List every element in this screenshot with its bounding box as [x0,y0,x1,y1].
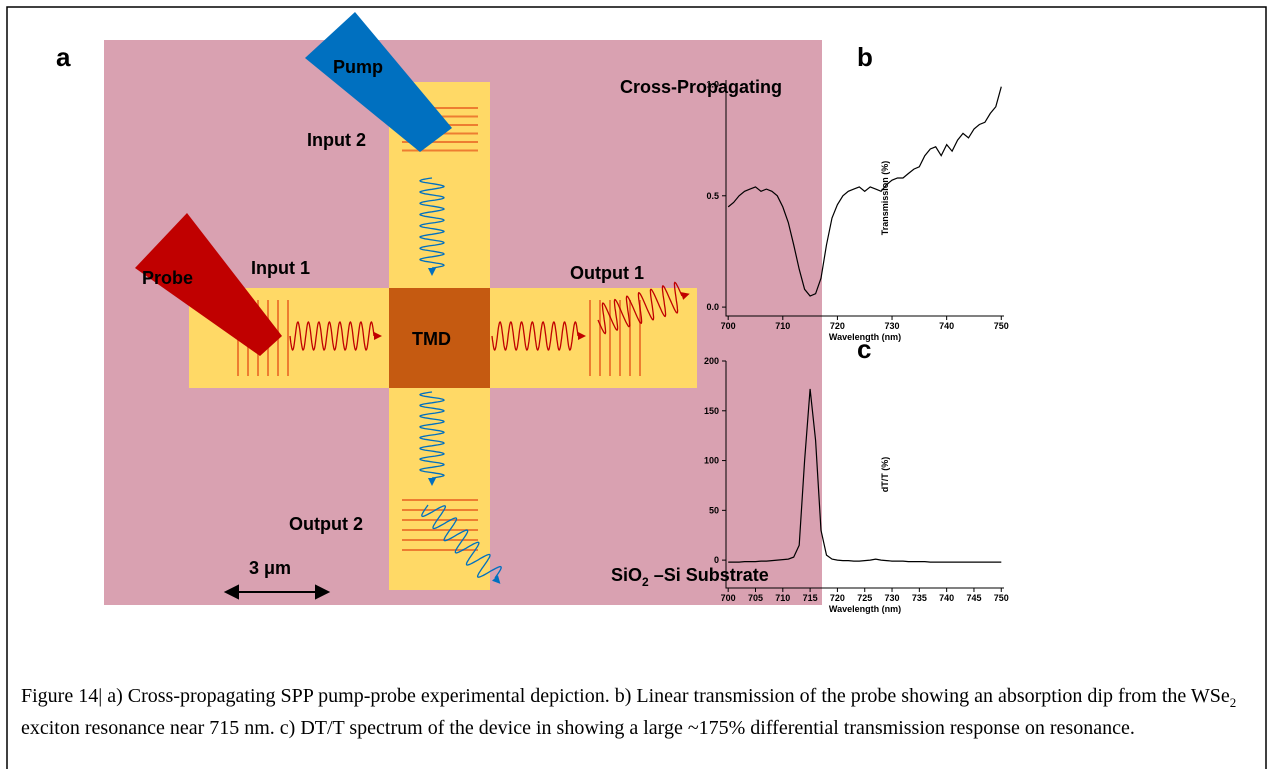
x-tick-label: 750 [994,593,1009,603]
chart: 700 705 710 715 720 725 730 735 740 745 750 0 50 100 1… [704,356,1009,614]
y-tick-label: 0.0 [706,302,719,312]
pump-beam [305,12,452,152]
x-tick-label: 730 [885,321,900,331]
tmd-flake [389,288,490,388]
x-tick-label: 710 [775,593,790,603]
label: Output 2 [289,514,363,534]
wave-arrow [428,478,436,486]
scale-bar [223,584,331,600]
label: Pump [333,57,383,77]
label: Cross-Propagating [620,77,782,97]
label: Probe [142,268,193,288]
wave-arrow [578,332,586,340]
x-tick-label: 740 [939,321,954,331]
y-tick-label: 0 [714,555,719,565]
label: SiO2 –Si Substrate [611,565,769,589]
frame [6,6,1267,769]
x-tick-label: 750 [994,321,1009,331]
y-tick-label: 1.0 [706,79,719,89]
x-tick-label: 725 [857,593,872,603]
x-tick-label: 720 [830,593,845,603]
x-tick-label: 730 [885,593,900,603]
label: Input 1 [251,258,310,278]
wave-arrow [492,575,501,584]
label: 3 μm [249,558,291,578]
y-tick-label: 200 [704,356,719,366]
data-line [727,86,1002,297]
wave [597,281,683,335]
y-tick-label: 100 [704,456,719,466]
x-tick-label: 700 [721,593,736,603]
y-tick-label: 50 [709,505,719,515]
text: SiO [611,565,642,585]
wave [491,321,579,351]
label: Input 2 [307,130,366,150]
panel-label: a [56,42,71,72]
chart: 700 710 720 730 740 750 0.0 0.5 1.0 Wavelength (n… [706,79,1008,342]
text: 2 [642,575,649,589]
wave [421,504,502,579]
axes [725,361,1004,589]
y-axis-label: Transmission (%) [880,161,890,236]
text: 2 [1229,695,1237,710]
text: Figure 14| a) Cross-propagating SPP pump… [21,685,1230,707]
x-tick-label: 735 [912,593,927,603]
panel-label: c [857,334,871,364]
y-axis-label: dT/T (%) [880,457,890,493]
y-tick-label: 150 [704,406,719,416]
label: Output 1 [570,263,644,283]
x-tick-label: 710 [775,321,790,331]
probe-beam [135,213,282,356]
wave [419,177,445,269]
x-tick-label: 740 [939,593,954,603]
x-tick-label: 705 [748,593,763,603]
x-tick-label: 700 [721,321,736,331]
wave [419,391,445,479]
wave [289,321,375,351]
x-tick-label: 715 [803,593,818,603]
text: –Si Substrate [649,565,769,585]
data-line [728,388,1002,563]
x-tick-label: 745 [966,593,981,603]
panel-label: b [857,42,873,72]
axes [725,80,1004,317]
wave-arrow [428,268,436,276]
x-tick-label: 720 [830,321,845,331]
x-axis-label: Wavelength (nm) [829,332,901,342]
text: exciton resonance near 715 nm. c) DT/T s… [21,716,1135,739]
x-axis-label: Wavelength (nm) [829,604,901,614]
caption: Figure 14| a) Cross-propagating SPP pump… [21,684,1251,741]
wave-arrow [680,292,690,300]
y-tick-label: 0.5 [706,191,719,201]
label: TMD [412,329,451,349]
decorations [237,107,690,584]
wave-arrow [374,332,382,340]
